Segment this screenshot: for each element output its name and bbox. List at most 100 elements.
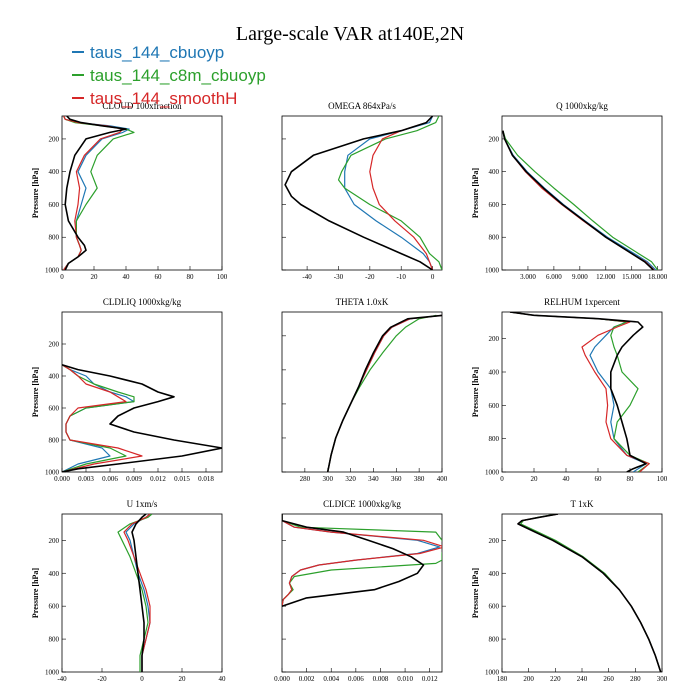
series-line (327, 314, 442, 472)
x-tick-label: 3.000 (520, 273, 536, 281)
x-tick-label: 0.008 (373, 675, 389, 683)
series-line (62, 364, 222, 472)
x-tick-label: 0.006 (102, 475, 118, 483)
x-tick-label: 280 (630, 675, 641, 683)
series-line (520, 514, 662, 672)
y-tick-label: 400 (49, 570, 60, 578)
series-line (517, 514, 662, 672)
x-tick-label: 320 (345, 475, 356, 483)
panel-2: OMEGA 864xPa/s -40 -30 -20 -10 0 (281, 101, 443, 281)
x-tick-label: 0.006 (348, 675, 364, 683)
series-line (509, 312, 647, 472)
series-line (282, 514, 425, 607)
y-tick-label: 200 (49, 537, 60, 545)
series-line (327, 314, 442, 472)
x-tick-label: 0.000 (54, 475, 70, 483)
y-tick-label: 200 (489, 335, 500, 343)
x-tick-label: 200 (523, 675, 534, 683)
series-line (502, 130, 659, 270)
y-tick-label: 400 (489, 168, 500, 176)
x-tick-label: 15.000 (622, 273, 642, 281)
series-line (369, 116, 434, 270)
legend-label-1: taus_144_cbuoyp (90, 43, 224, 62)
panel-title: T 1xK (570, 499, 594, 509)
x-tick-label: 300 (322, 475, 333, 483)
legend-label-2: taus_144_c8m_cbuoyp (90, 66, 266, 85)
y-tick-label: 400 (49, 373, 60, 381)
panel-title: RELHUM 1xpercent (544, 297, 620, 307)
series-line (63, 116, 135, 270)
x-tick-label: 300 (657, 675, 668, 683)
panel-1: CLOUD 100xfraction 0 20 40 60 80 100 200 400 600 8… (31, 101, 228, 281)
x-tick-label: 80 (627, 475, 635, 483)
panel-3: Q 1000xkg/kg 3.000 6.000 9.000 12.000 15.000 1… (471, 101, 668, 281)
plot-frame (281, 513, 443, 673)
plot-frame (281, 115, 443, 271)
panel-title: CLDICE 1000xkg/kg (323, 499, 401, 509)
figure-title: Large-scale VAR at140E,2N (236, 23, 464, 45)
y-tick-label: 200 (489, 537, 500, 545)
y-axis-label: Pressure [hPa] (31, 568, 40, 618)
y-tick-label: 800 (49, 437, 60, 445)
legend: taus_144_cbuoyp taus_144_c8m_cbuoyp taus… (72, 43, 266, 108)
x-tick-label: 18.000 (648, 273, 668, 281)
x-tick-label: -40 (302, 273, 312, 281)
panel-title: THETA 1.0xK (336, 297, 389, 307)
panel-8: CLDICE 1000xkg/kg 0.000 0.002 0.004 0.006 0.0… (274, 499, 443, 683)
series-line (517, 514, 662, 672)
x-tick-label: 40 (123, 273, 131, 281)
series-line (131, 514, 147, 672)
x-tick-label: 60 (595, 475, 603, 483)
x-tick-label: 80 (187, 273, 195, 281)
plot-frame (281, 311, 443, 473)
x-tick-label: 260 (603, 675, 614, 683)
y-tick-label: 600 (489, 201, 500, 209)
x-tick-label: -30 (334, 273, 344, 281)
x-tick-label: 180 (497, 675, 508, 683)
series-line (62, 364, 143, 472)
y-tick-label: 600 (49, 201, 60, 209)
x-tick-label: 240 (577, 675, 588, 683)
y-tick-label: 400 (489, 570, 500, 578)
plot-frame (61, 311, 223, 473)
x-tick-label: 60 (155, 273, 163, 281)
y-tick-label: 1000 (45, 669, 60, 677)
y-axis-label: Pressure [hPa] (471, 568, 480, 618)
y-tick-label: 1000 (485, 469, 500, 477)
y-tick-label: 200 (49, 341, 60, 349)
x-tick-label: 0.012 (150, 475, 166, 483)
x-tick-label: 0 (140, 675, 144, 683)
panel-title: OMEGA 864xPa/s (328, 101, 396, 111)
panel-title: U 1xm/s (127, 499, 158, 509)
y-tick-label: 800 (49, 234, 60, 242)
panel-title: CLDLIQ 1000xkg/kg (103, 297, 182, 307)
x-tick-label: 0.000 (274, 675, 290, 683)
series-line (63, 116, 130, 270)
x-tick-label: -40 (57, 675, 67, 683)
y-tick-label: 400 (489, 369, 500, 377)
y-tick-label: 800 (49, 636, 60, 644)
y-tick-label: 400 (49, 168, 60, 176)
y-tick-label: 600 (49, 405, 60, 413)
series-line (502, 130, 657, 270)
x-tick-label: -20 (365, 273, 375, 281)
series-line (284, 116, 434, 270)
y-axis-label: Pressure [hPa] (31, 367, 40, 417)
x-tick-label: -20 (97, 675, 107, 683)
x-tick-label: 100 (657, 475, 668, 483)
y-tick-label: 1000 (485, 267, 500, 275)
plot-frame (501, 311, 663, 473)
x-tick-label: 0.012 (422, 675, 438, 683)
y-tick-label: 600 (49, 603, 60, 611)
plot-frame (61, 115, 223, 271)
legend-label-3: taus_144_smoothH (90, 89, 237, 108)
x-tick-label: 20 (531, 475, 539, 483)
plot-frame (501, 115, 663, 271)
panel-title: Q 1000xkg/kg (556, 101, 608, 111)
panel-5: THETA 1.0xK 280 300 320 340 360 380 400 (281, 297, 448, 483)
y-tick-label: 1000 (45, 469, 60, 477)
x-tick-label: 40 (219, 675, 227, 683)
x-tick-label: 340 (368, 475, 379, 483)
y-tick-label: 800 (489, 435, 500, 443)
